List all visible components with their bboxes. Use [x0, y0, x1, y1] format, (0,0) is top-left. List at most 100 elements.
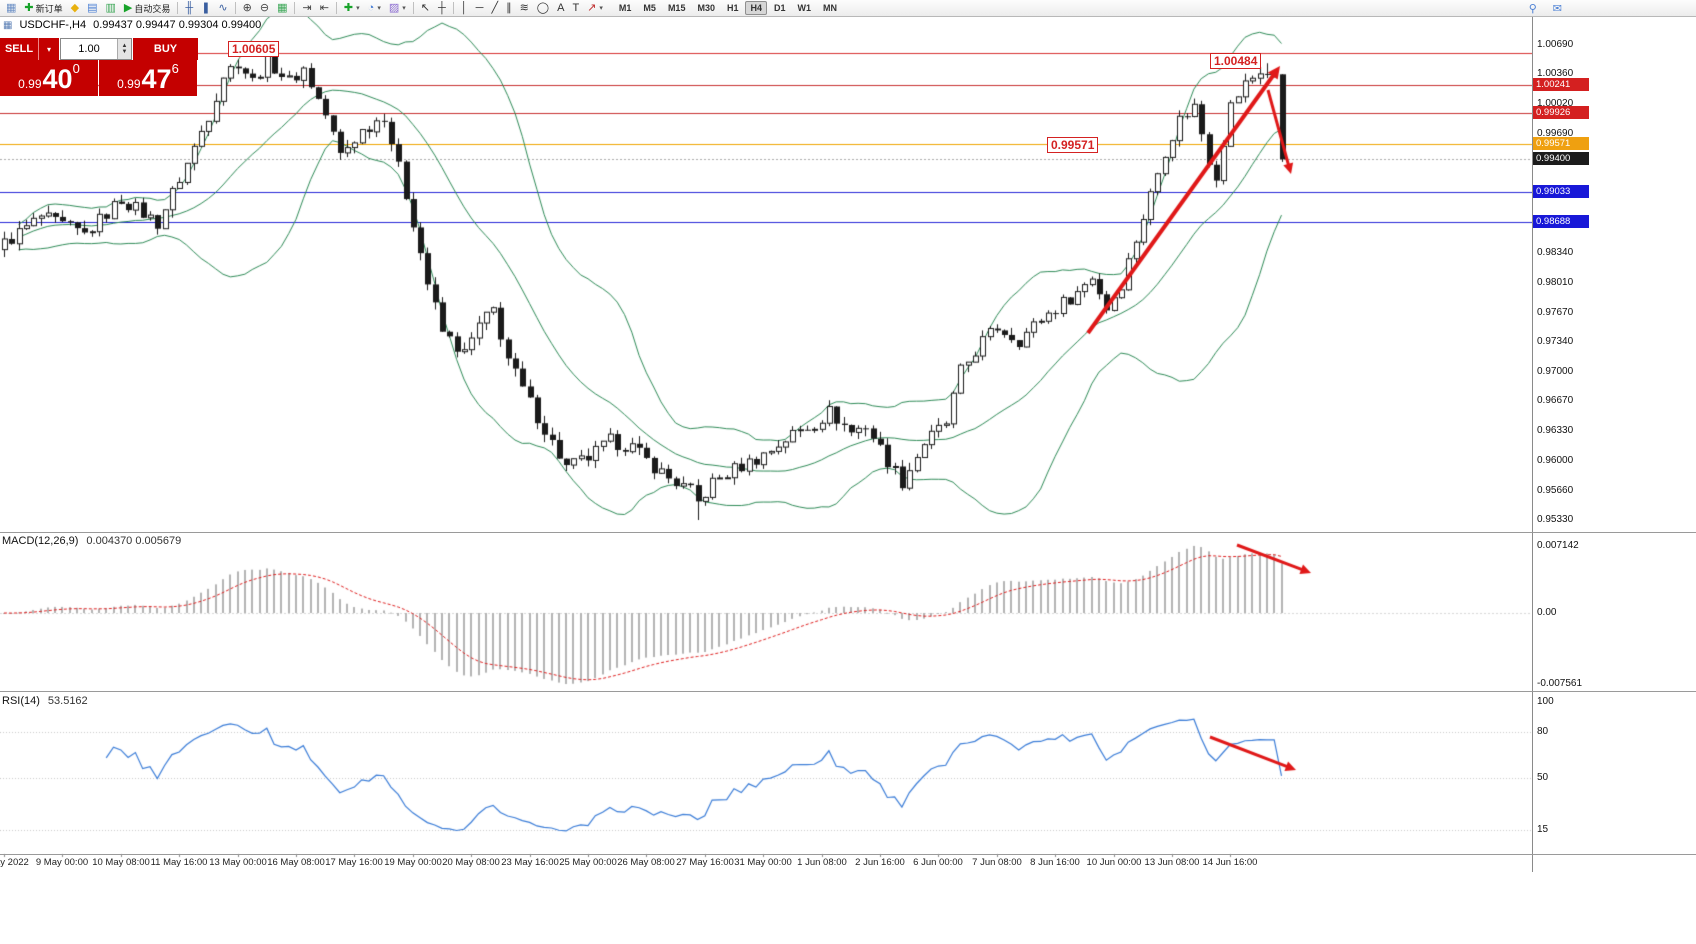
axis-tick: 0.95330	[1537, 514, 1574, 525]
bar-chart-icon[interactable]: ╫	[181, 0, 197, 17]
vertical-line-icon[interactable]: │	[457, 0, 472, 17]
symbol-quotes: 0.99437 0.99447 0.99304 0.99400	[93, 19, 262, 31]
fibonacci-icon: ≋	[519, 1, 529, 14]
volume-spinner[interactable]: ▲ ▼	[117, 39, 131, 59]
axis-badge-1.00241: 1.00241	[1533, 78, 1589, 91]
sell-price-sup: 0	[72, 61, 80, 76]
sell-button[interactable]: SELL	[0, 38, 39, 60]
indicators-button[interactable]: ✚ ▾	[340, 0, 364, 17]
timeframe-d1[interactable]: D1	[774, 3, 786, 13]
chart-window-icon[interactable]: ▦	[2, 0, 20, 17]
time-axis-label: 16 May 08:00	[267, 857, 325, 868]
time-axis-label: 10 May 08:00	[92, 857, 150, 868]
time-axis-label: 17 May 16:00	[325, 857, 383, 868]
timeframe-m15[interactable]: M15	[667, 3, 686, 13]
arrows-tool-button: ↗	[587, 1, 597, 14]
sell-price[interactable]: 0.99 40 0	[0, 60, 98, 96]
sell-dropdown-caret-icon[interactable]: ▾	[39, 38, 60, 60]
auto-trading-button: ▶	[123, 1, 133, 14]
templates-button[interactable]: ▨ ▾	[385, 0, 410, 17]
time-axis-label: 26 May 08:00	[617, 857, 675, 868]
chart-price-label[interactable]: 1.00484	[1210, 53, 1262, 69]
periods-button: ◔	[367, 1, 375, 14]
time-axis-label: 9 May 00:00	[35, 857, 89, 868]
candlestick-chart-icon[interactable]: ❚	[197, 0, 214, 17]
zoom-out-icon[interactable]: ⊖	[256, 0, 273, 17]
macd-header: MACD(12,26,9) 0.004370 0.005679	[2, 535, 181, 547]
timeframe-h1[interactable]: H1	[726, 3, 739, 13]
chart-shift-icon[interactable]: ⇤	[316, 0, 333, 17]
arrows-tool-button[interactable]: ↗ ▾	[583, 0, 607, 17]
buy-price[interactable]: 0.99 47 6	[99, 60, 197, 96]
chevron-down-icon[interactable]: ▾	[377, 5, 381, 12]
trendline-icon: ╱	[491, 1, 499, 14]
time-axis-label: 8 Jun 16:00	[1030, 857, 1080, 868]
shapes-icon[interactable]: ◯	[533, 0, 553, 17]
channel-icon[interactable]: ∥	[502, 0, 516, 17]
volume-input[interactable]: 1.00 ▲ ▼	[60, 38, 132, 60]
axis-badge-0.99926: 0.99926	[1533, 106, 1589, 119]
toolbar-separator	[412, 2, 414, 14]
spinner-up-icon[interactable]: ▲	[121, 43, 128, 49]
macd-rsi-separator[interactable]	[0, 691, 1696, 692]
line-chart-icon: ∿	[218, 1, 228, 14]
axis-badge-0.98688: 0.98688	[1533, 215, 1589, 228]
auto-trading-button[interactable]: ▶ 自动交易	[120, 0, 174, 17]
timeframe-m5[interactable]: M5	[643, 3, 656, 13]
metaeditor-icon[interactable]: ◆	[67, 0, 83, 17]
text-icon[interactable]: A	[553, 0, 568, 17]
timeframe-mn[interactable]: MN	[823, 3, 838, 13]
periods-button[interactable]: ◔ ▾	[364, 0, 385, 17]
rsi-header: RSI(14) 53.5162	[2, 695, 88, 707]
time-axis-label: 1 Jun 08:00	[797, 857, 847, 868]
label-icon: T	[572, 1, 580, 14]
sell-price-small: 0.99	[18, 77, 42, 91]
strategy-tester-icon[interactable]: ▥	[102, 0, 120, 17]
horizontal-line-icon[interactable]: ─	[472, 0, 488, 17]
buy-button[interactable]: BUY	[132, 38, 198, 60]
metaeditor-icon: ◆	[70, 1, 80, 14]
axis-badge-0.99571: 0.99571	[1533, 137, 1589, 150]
line-chart-icon[interactable]: ∿	[214, 0, 231, 17]
fibonacci-icon[interactable]: ≋	[516, 0, 533, 17]
trendline-icon[interactable]: ╱	[487, 0, 502, 17]
toolbar-separator	[177, 2, 179, 14]
new-order-button: ✚	[24, 1, 34, 14]
volume-value[interactable]: 1.00	[78, 43, 100, 55]
search-icon[interactable]: ⚲	[1528, 2, 1537, 15]
timeframe-h4[interactable]: H4	[745, 1, 767, 15]
price-axis-divider	[1532, 17, 1533, 872]
chart-price-label[interactable]: 1.00605	[228, 41, 280, 57]
chat-icon[interactable]: ✉	[1552, 2, 1562, 15]
main-macd-separator[interactable]	[0, 532, 1696, 533]
axis-tick: 0.97340	[1537, 336, 1574, 347]
buy-price-small: 0.99	[117, 77, 141, 91]
label-icon[interactable]: T	[568, 0, 583, 17]
time-axis-label: 6 Jun 00:00	[913, 857, 963, 868]
axis-tick: 0.98340	[1537, 247, 1574, 258]
new-order-button[interactable]: ✚ 新订单	[20, 0, 66, 17]
time-axis-label: 7 Jun 08:00	[972, 857, 1022, 868]
chevron-down-icon[interactable]: ▾	[356, 5, 360, 12]
chevron-down-icon[interactable]: ▾	[599, 5, 603, 12]
buy-price-sup: 6	[171, 61, 179, 76]
zoom-in-icon[interactable]: ⊕	[239, 0, 256, 17]
price-chart-canvas[interactable]	[0, 17, 1532, 872]
toolbar-right-group: ⚲ ✉	[1525, 0, 1566, 17]
crosshair-icon[interactable]: ┼	[434, 0, 450, 17]
spinner-down-icon[interactable]: ▼	[121, 49, 128, 55]
axis-tick: 0.98010	[1537, 277, 1574, 288]
market-watch-icon[interactable]: ▤	[83, 0, 101, 17]
text-icon: A	[557, 1, 565, 14]
trade-panel-prices: 0.99 40 0 0.99 47 6	[0, 60, 198, 96]
toolbar-separator	[452, 2, 454, 14]
tile-windows-icon[interactable]: ▦	[273, 0, 291, 17]
chevron-down-icon[interactable]: ▾	[402, 5, 406, 12]
cursor-icon[interactable]: ↖	[417, 0, 434, 17]
time-axis-label: 20 May 08:00	[442, 857, 500, 868]
chart-price-label[interactable]: 0.99571	[1047, 137, 1099, 153]
auto-scroll-icon[interactable]: ⇥	[298, 0, 315, 17]
timeframe-m30[interactable]: M30	[697, 3, 715, 13]
timeframe-w1[interactable]: W1	[797, 3, 812, 13]
timeframe-m1[interactable]: M1	[618, 3, 632, 13]
